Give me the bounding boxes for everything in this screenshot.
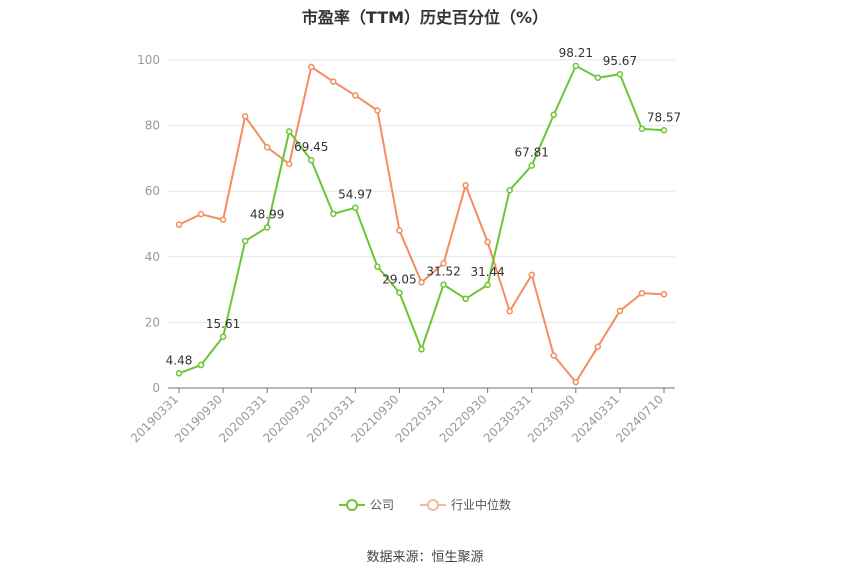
data-point: [241, 237, 249, 245]
data-point: [396, 227, 403, 234]
data-point: [197, 210, 205, 218]
data-label: 78.57: [647, 110, 681, 124]
data-point: [285, 128, 293, 135]
data-point: [308, 63, 315, 71]
legend-item-industry-median[interactable]: 行业中位数: [420, 496, 511, 513]
data-point: [528, 271, 535, 279]
data-point: [374, 263, 381, 270]
data-point: [352, 92, 359, 99]
data-point: [219, 333, 227, 341]
data-point: [374, 107, 381, 114]
legend-label-industry-median: 行业中位数: [451, 498, 512, 512]
y-tick-label: 100: [137, 53, 160, 67]
data-point: [462, 295, 469, 303]
data-label: 69.45: [294, 140, 328, 154]
legend-label-company: 公司: [369, 498, 394, 512]
data-point: [528, 162, 535, 169]
data-point: [550, 352, 558, 359]
data-point: [616, 307, 624, 315]
data-point: [330, 210, 337, 218]
data-point: [175, 221, 183, 228]
data-point: [396, 289, 403, 296]
data-label: 31.52: [426, 265, 460, 279]
data-label: 98.21: [559, 46, 593, 60]
data-label: 31.44: [470, 265, 504, 279]
data-label: 48.99: [250, 207, 284, 221]
data-point: [197, 361, 205, 369]
data-label: 4.48: [166, 353, 193, 367]
data-point: [550, 111, 558, 119]
data-label-layer: 4.48 15.61 48.99 69.45 54.97 29.05 31.52 31.44 6…: [166, 46, 682, 367]
y-tick-label: 20: [145, 315, 160, 329]
data-label: 54.97: [338, 188, 372, 202]
y-tick-label: 0: [152, 381, 160, 395]
data-point: [638, 125, 646, 133]
data-point: [440, 281, 447, 288]
legend-item-company[interactable]: 公司: [338, 496, 394, 513]
x-tick-label: 20240710: [613, 392, 666, 445]
data-point: [440, 260, 447, 267]
data-point: [660, 290, 668, 298]
data-point: [219, 216, 227, 223]
data-label: 29.05: [382, 273, 416, 287]
legend-swatch-company: [338, 498, 365, 511]
data-label: 15.61: [206, 317, 240, 331]
y-tick-label: 80: [145, 119, 160, 133]
data-point: [308, 156, 315, 164]
y-tick-label: 40: [145, 250, 160, 264]
data-point: [418, 346, 425, 353]
data-label: 67.81: [515, 146, 549, 160]
axis-layer: 0204060801002019033120190930202003312020…: [128, 53, 675, 445]
data-point: [484, 238, 491, 246]
legend-swatch-industry-median: [420, 498, 446, 511]
series-line-1: [178, 65, 665, 384]
source-note: 数据来源：恒生聚源: [366, 550, 484, 565]
data-point: [572, 378, 580, 386]
data-point: [594, 74, 602, 81]
data-point: [330, 78, 337, 85]
series-layer: [175, 62, 668, 386]
data-point: [285, 160, 293, 168]
data-point: [241, 113, 249, 120]
grid-layer: [168, 59, 675, 323]
data-point: [506, 307, 513, 315]
data-point: [462, 182, 469, 189]
y-tick-label: 60: [145, 184, 160, 198]
chart-title: 市盈率（TTM）历史百分位（%）: [301, 8, 549, 27]
data-point: [418, 279, 425, 286]
data-point: [263, 224, 271, 231]
data-point: [572, 62, 580, 70]
data-point: [506, 186, 513, 194]
data-point: [638, 289, 646, 297]
data-point: [484, 281, 491, 289]
data-point: [175, 370, 183, 377]
data-point: [352, 204, 359, 211]
legend: 公司 行业中位数: [0, 496, 850, 513]
data-point: [616, 70, 624, 78]
data-point: [594, 343, 602, 350]
data-label: 95.67: [603, 54, 637, 68]
data-point: [660, 127, 668, 134]
data-point: [263, 143, 271, 151]
